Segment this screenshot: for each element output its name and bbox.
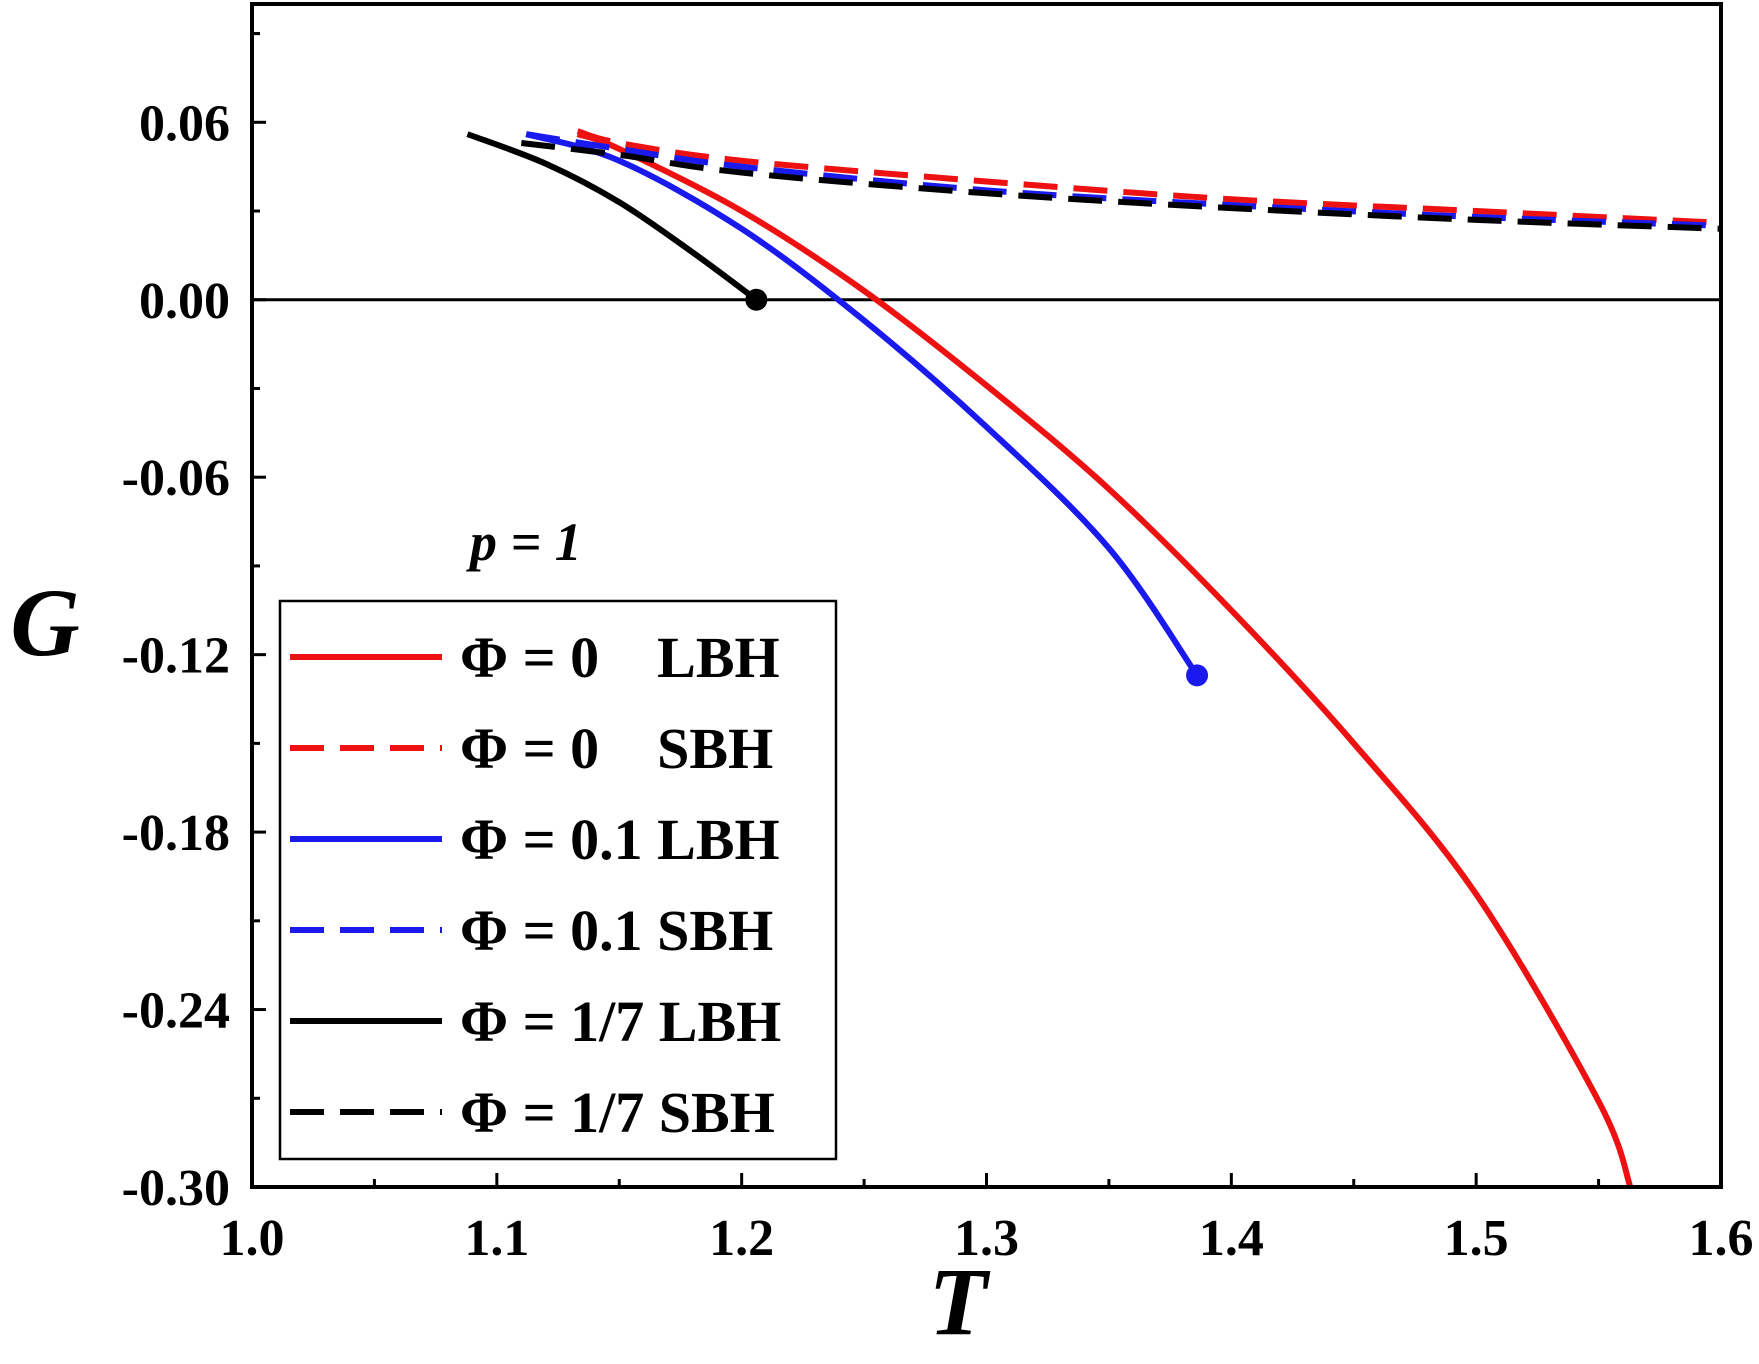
x-tick-label: 1.3: [954, 1210, 1019, 1267]
endpoint-marker-2: [1186, 664, 1209, 687]
y-tick-label: -0.12: [122, 628, 230, 685]
legend-label-5: Φ = 1/7 LBH: [460, 989, 781, 1054]
series-line-6: [520, 140, 1721, 232]
series-line-5: [466, 131, 759, 303]
series-line-2: [576, 128, 1721, 226]
p-annotation: p = 1: [466, 512, 582, 572]
y-tick-label: -0.18: [122, 805, 230, 862]
legend-box: [278, 599, 838, 1161]
legend-label-6: Φ = 1/7 SBH: [460, 1080, 775, 1145]
series-layer: [466, 128, 1721, 1187]
endpoint-marker-1: [745, 288, 768, 311]
y-tick-label: -0.06: [122, 450, 230, 507]
y-tick-label: -0.24: [122, 983, 230, 1040]
series-line-1: [576, 131, 1634, 1187]
y-tick-label: 0.06: [139, 95, 230, 152]
y-axis-label: G: [10, 569, 79, 676]
x-axis-label: T: [929, 1248, 991, 1355]
legend-label-3: Φ = 0.1 LBH: [460, 807, 780, 872]
x-tick-label: 1.5: [1444, 1210, 1509, 1267]
x-tick-label: 1.0: [220, 1210, 285, 1267]
series-line-3: [525, 131, 1200, 678]
legend-label-1: Φ = 0 LBH: [460, 625, 780, 690]
x-tick-label: 1.1: [464, 1210, 529, 1267]
axes-layer: 1.0 1.1 1.2 1.3 1.4 1.5 1.6 0.06 0.00 -0.06 -0.12 -…: [122, 2, 1754, 1267]
y-tick-label: 0.00: [139, 273, 230, 330]
legend: Φ = 0 LBH Φ = 0 SBH Φ = 0.1 LBH Φ = 0.1 SBH…: [278, 599, 838, 1161]
legend-label-4: Φ = 0.1 SBH: [460, 898, 773, 963]
y-tick-label: -0.30: [122, 1160, 230, 1217]
legend-label-2: Φ = 0 SBH: [460, 716, 773, 781]
x-tick-label: 1.4: [1199, 1210, 1264, 1267]
x-tick-label: 1.2: [709, 1210, 774, 1267]
endpoint-layer: [745, 288, 1209, 687]
x-tick-label: 1.6: [1689, 1210, 1754, 1267]
